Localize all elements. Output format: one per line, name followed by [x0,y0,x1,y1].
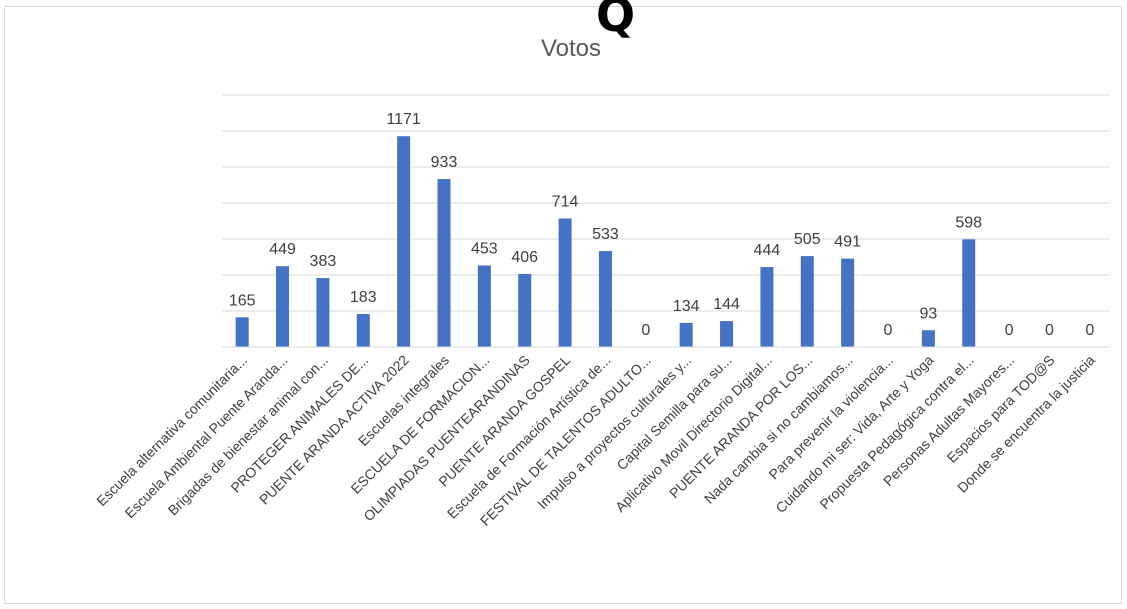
data-label: 0 [641,322,650,339]
bar [558,218,572,347]
bar [841,258,855,347]
data-label: 165 [229,292,256,309]
data-label: 505 [794,231,821,248]
data-label: 933 [431,154,458,171]
x-axis-labels: Escuela alternativa comunitaria...Escuel… [93,352,1098,529]
bar [598,251,612,347]
category-label: Brigadas de bienestar animal con... [165,352,332,519]
bar [437,179,451,347]
bar [760,267,774,347]
bar [397,136,411,347]
chart-title: Votos [541,35,601,62]
bar [477,265,491,347]
data-label: 0 [1045,322,1054,339]
data-label: 134 [673,298,700,315]
data-label: 183 [350,289,377,306]
bar [921,330,935,347]
bar [800,256,814,347]
data-label: 0 [1085,322,1094,339]
data-label: 0 [884,322,893,339]
bars [235,136,976,347]
bar [962,239,976,347]
bar [518,273,532,347]
data-label: 383 [310,253,337,270]
data-label: 449 [269,241,296,258]
data-label: 714 [552,193,579,210]
category-label: Escuela alternativa comunitaria... [93,352,250,509]
bar [316,278,330,347]
data-label: 444 [754,242,781,259]
data-label: 0 [1005,322,1014,339]
bar [276,266,290,347]
data-label: 1171 [386,111,421,128]
data-labels: 165 449 383 183 1171 933 453 406 714 533 0 134 144 44… [229,111,1095,339]
bar [679,322,693,347]
data-label: 491 [834,234,861,251]
data-label: 144 [713,296,740,313]
bar [720,321,734,347]
gridlines [222,94,1110,312]
data-label: 93 [919,305,937,322]
data-label: 533 [592,226,619,243]
data-label: 406 [511,249,538,266]
bar [235,317,249,347]
data-label: 598 [955,214,982,231]
bar [356,314,370,347]
data-label: 453 [471,240,498,257]
top-glyph: Q [596,0,636,42]
